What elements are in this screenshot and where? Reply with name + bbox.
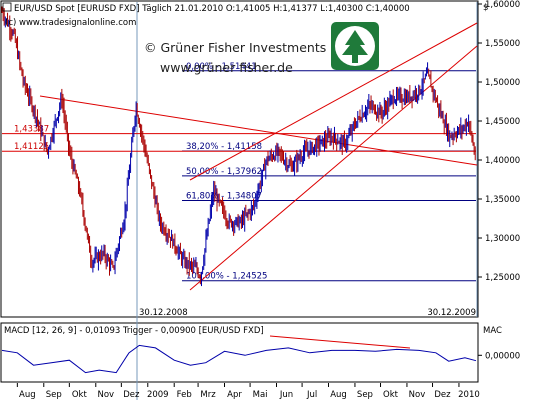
x-tick-label: Apr <box>227 390 242 400</box>
y-tick-label: 1,50000 <box>485 78 520 88</box>
price-bars <box>1 6 476 287</box>
watermark-line-2: www.grüner fisher.de <box>160 60 293 75</box>
date-label-end: 30.12.2009 <box>427 308 476 318</box>
x-tick-label: Okt <box>72 390 88 400</box>
macd-panel-frame <box>0 322 479 383</box>
x-tick-label: Sep <box>46 390 62 400</box>
macd-header: MACD [12, 26, 9] - 0,01093 Trigger - 0,0… <box>4 326 264 336</box>
x-tick-label: 2010 <box>458 390 480 400</box>
macd-line <box>1 344 477 374</box>
fib-level-label: 50,00% - 1,37962 <box>186 167 262 177</box>
fib-level-label: 38,20% - 1,41158 <box>186 142 262 152</box>
support-resistance-levels: 1,43387 1,41125 <box>2 125 476 152</box>
x-tick-label: Sep <box>357 390 373 400</box>
tree-logo <box>331 22 379 70</box>
trend-line-falling <box>39 95 478 166</box>
symbol-box-icon <box>2 2 12 12</box>
y-tick-label: 1,25000 <box>485 273 520 283</box>
x-tick-label: Nov <box>409 390 426 400</box>
level-label: 1,43387 <box>14 125 49 135</box>
x-tick-label: Okt <box>383 390 399 400</box>
macd-axis-label: MAC <box>483 326 502 336</box>
level-label: 1,41125 <box>14 142 49 152</box>
x-tick-label: Dez <box>434 390 451 400</box>
x-tick-label: Mai <box>253 390 268 400</box>
source-credit: (c) www.tradesignalonline.com <box>5 18 136 28</box>
x-tick-label: 2009 <box>147 390 169 400</box>
macd-trend-line <box>269 335 411 349</box>
x-axis: Aug Sep Okt Nov Dez 2009 Feb Mrz Apr Mai Jun Jul Aug… <box>16 383 480 400</box>
x-tick-label: Aug <box>19 390 36 400</box>
y-axis: 1,60000 1,55000 1,50000 1,45000 1,40000 1,350… <box>478 0 520 283</box>
fib-level-label: 61,80% - 1,34807 <box>186 192 262 202</box>
fib-level-label: 100,00% - 1,24525 <box>186 272 267 282</box>
y-tick-label: 1,30000 <box>485 234 520 244</box>
price-header: EUR/USD Spot [EURUSD FXD] Täglich 21.01.… <box>14 4 410 14</box>
x-tick-label: Feb <box>177 390 192 400</box>
price-panel-frame <box>0 0 479 318</box>
trend-line-rising-support <box>189 45 478 291</box>
y-tick-label: 1,35000 <box>485 195 520 205</box>
x-tick-label: Jun <box>279 390 293 400</box>
y-tick-label: 1,45000 <box>485 117 520 127</box>
x-tick-label: Mrz <box>200 390 216 400</box>
macd-tick-label: 0,00000 <box>485 351 520 361</box>
x-tick-label: Jul <box>306 390 317 400</box>
y-tick-label: 1,40000 <box>485 156 520 166</box>
y-axis-label: $ <box>483 3 488 13</box>
y-tick-label: 1,60000 <box>485 0 520 10</box>
macd-zero-tick: 0,00000 <box>478 351 520 361</box>
watermark-line-1: © Grüner Fisher Investments <box>144 40 327 55</box>
x-tick-label: Aug <box>330 390 347 400</box>
y-tick-label: 1,55000 <box>485 39 520 49</box>
fib-level-label: 0,00% - 1,51441 <box>186 62 257 72</box>
date-label-start: 30.12.2008 <box>139 308 188 318</box>
trend-line-rising-upper <box>189 22 478 181</box>
x-tick-label: Dez <box>123 390 140 400</box>
x-tick-label: Nov <box>97 390 114 400</box>
